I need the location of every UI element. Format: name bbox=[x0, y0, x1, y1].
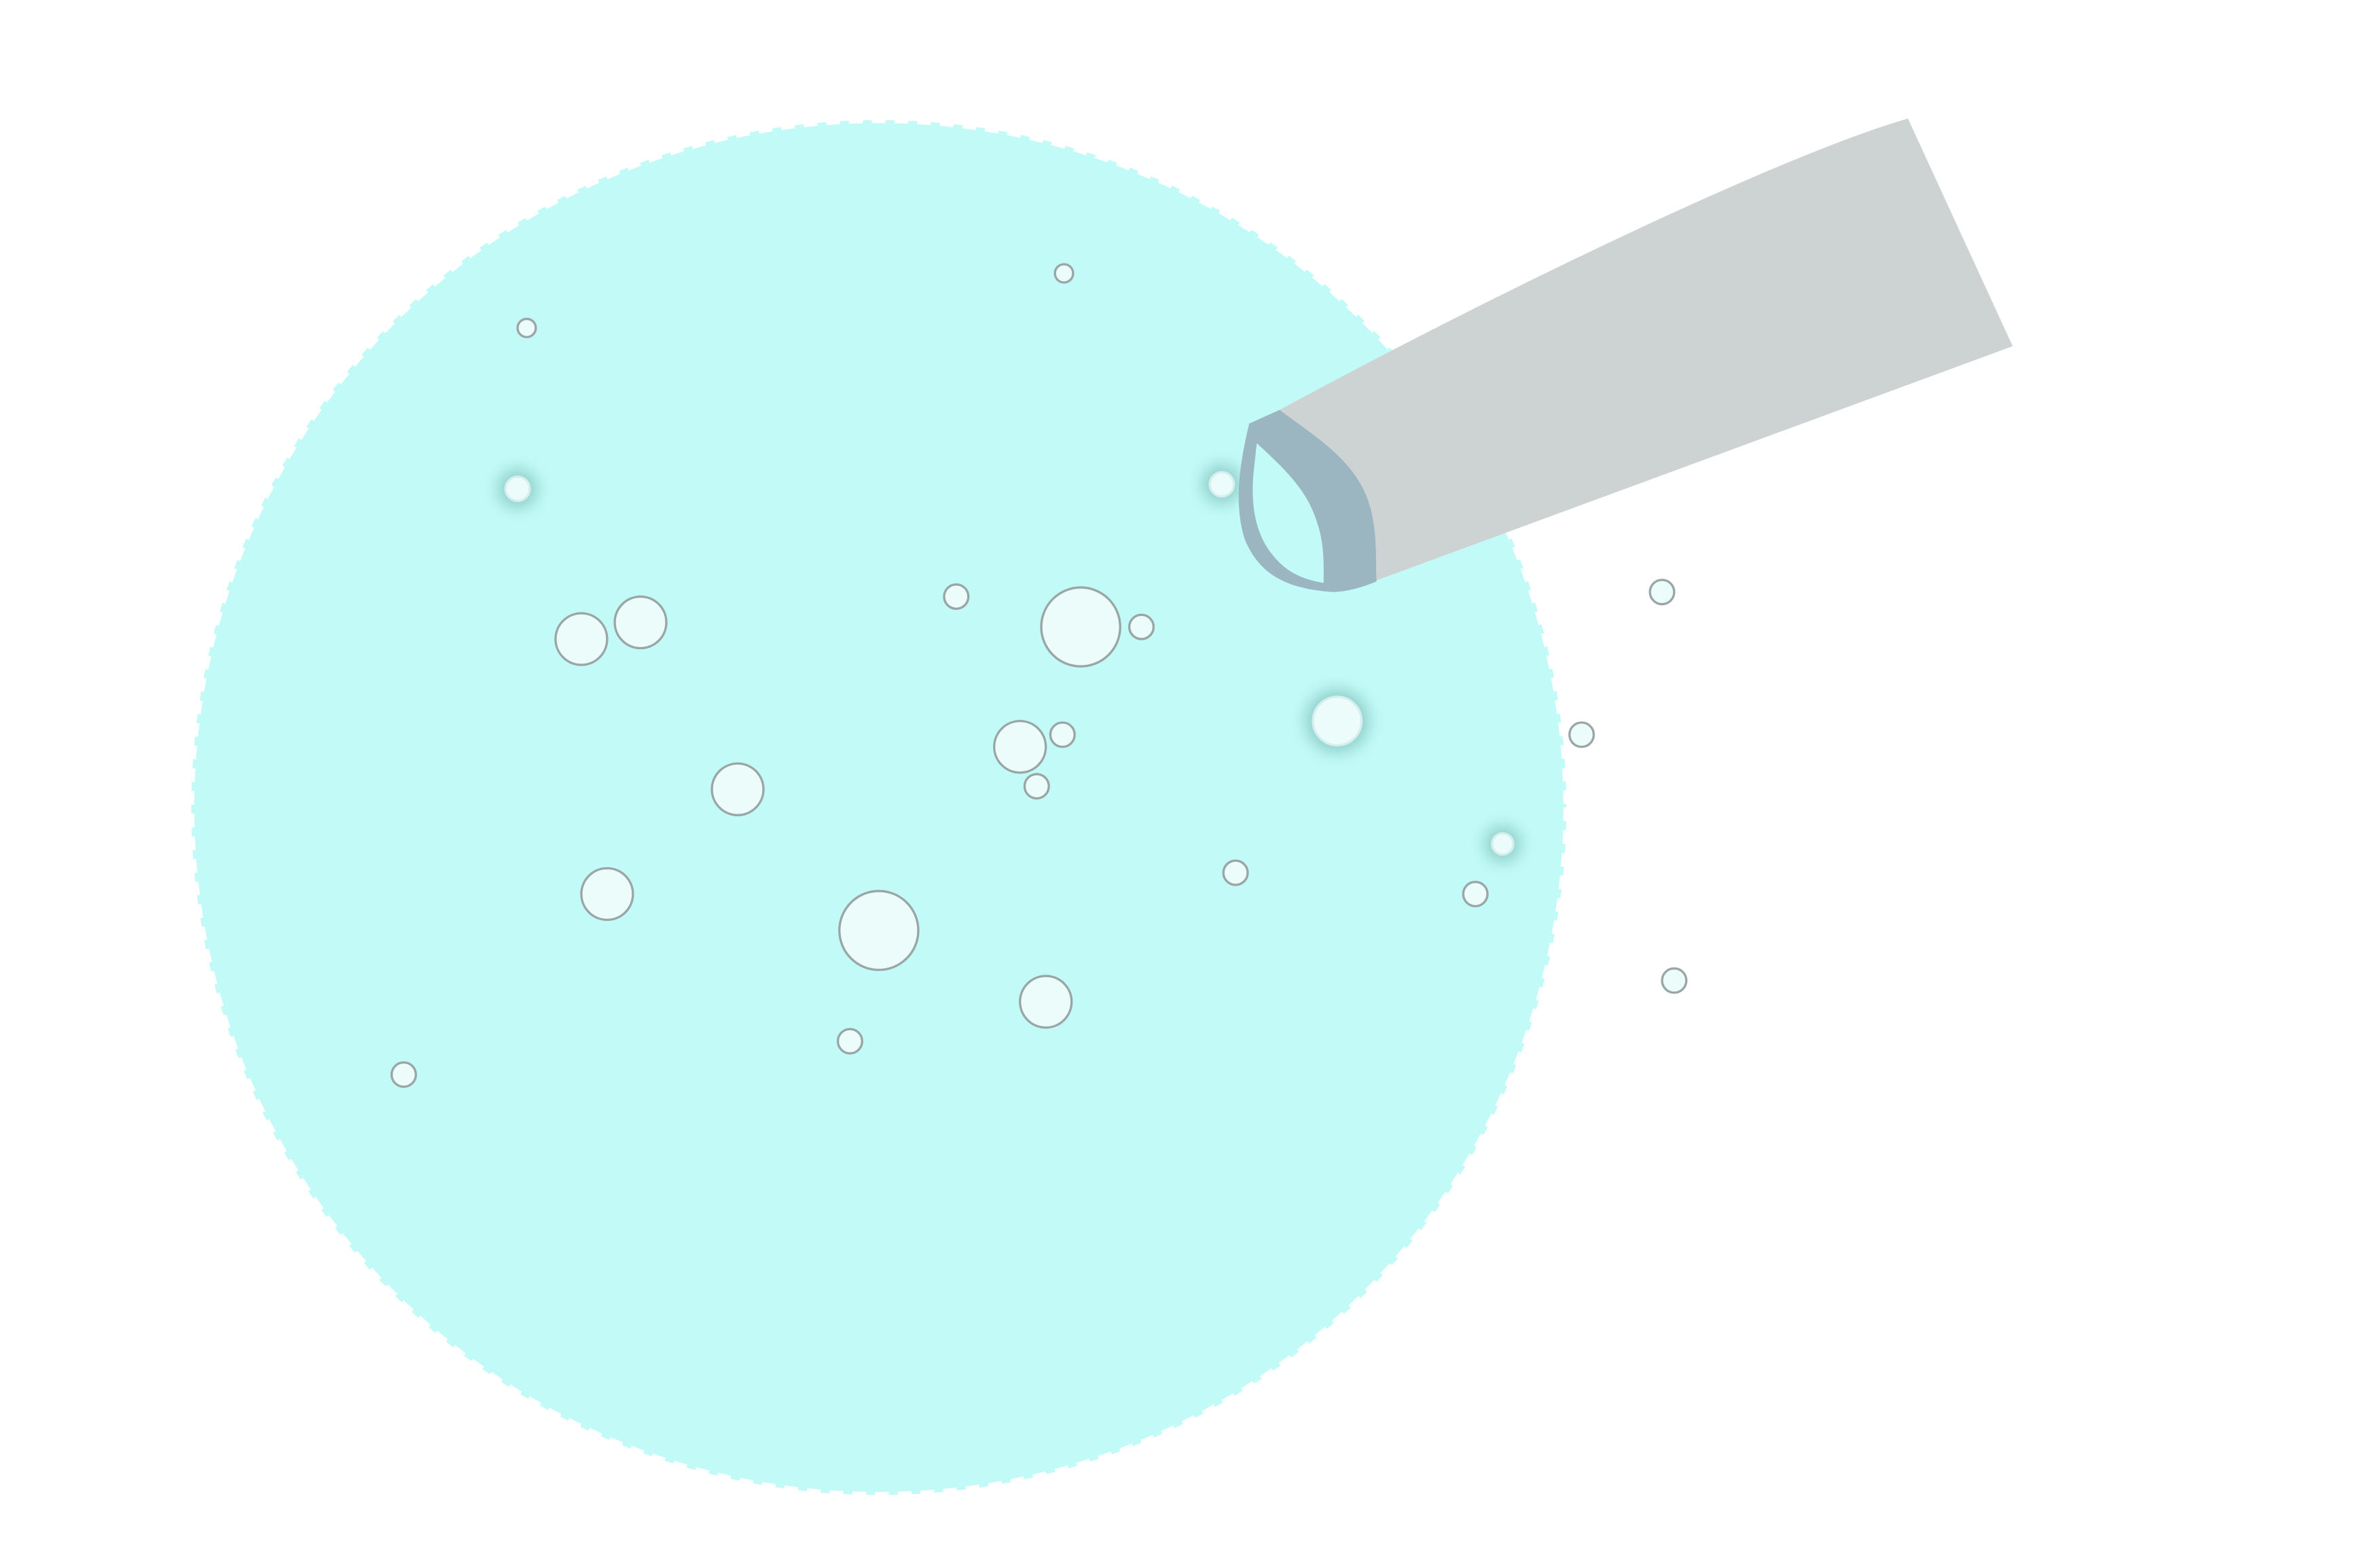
bubble-icon bbox=[580, 867, 634, 922]
pipe-nozzle-icon bbox=[1238, 118, 2013, 592]
bubble-icon bbox=[1019, 974, 1073, 1029]
bubble-icon bbox=[1648, 579, 1676, 606]
bubble-icon bbox=[943, 583, 970, 610]
bubble-group bbox=[390, 263, 1688, 1088]
bubble-icon bbox=[1023, 773, 1050, 800]
disc-edge bbox=[188, 117, 1570, 1498]
bubble-icon bbox=[1053, 263, 1075, 284]
water-drop-disc-icon bbox=[188, 117, 1570, 1498]
bubble-core bbox=[1312, 695, 1363, 747]
bubble-icon bbox=[1222, 859, 1249, 886]
pipe-body bbox=[1279, 118, 2013, 582]
bubble-icon bbox=[838, 890, 920, 971]
bubble-core bbox=[1491, 832, 1515, 856]
bubble-icon bbox=[836, 1027, 863, 1055]
bubble-icon bbox=[613, 595, 668, 650]
bubble-icon bbox=[993, 720, 1047, 774]
bubble-icon bbox=[1040, 586, 1121, 668]
bubble-core bbox=[1208, 471, 1236, 498]
bubble-icon bbox=[1462, 880, 1489, 908]
bubble-core bbox=[504, 475, 531, 503]
bubble-icon bbox=[710, 762, 765, 816]
disc-fill bbox=[191, 120, 1567, 1495]
bubble-icon bbox=[516, 317, 537, 339]
glowing-bubble-icon bbox=[497, 469, 538, 509]
glowing-bubble-icon bbox=[1305, 689, 1369, 753]
bubble-icon bbox=[1661, 967, 1688, 994]
bubble-icon bbox=[1128, 613, 1155, 640]
pipe-opening bbox=[1252, 443, 1324, 583]
bubble-icon bbox=[554, 612, 609, 666]
bubble-icon bbox=[1049, 721, 1076, 748]
bubble-icon bbox=[390, 1061, 417, 1088]
bubble-icon bbox=[1568, 721, 1595, 748]
glowing-bubble-icon bbox=[1202, 464, 1242, 505]
glowing-bubble-icon bbox=[1484, 825, 1521, 862]
